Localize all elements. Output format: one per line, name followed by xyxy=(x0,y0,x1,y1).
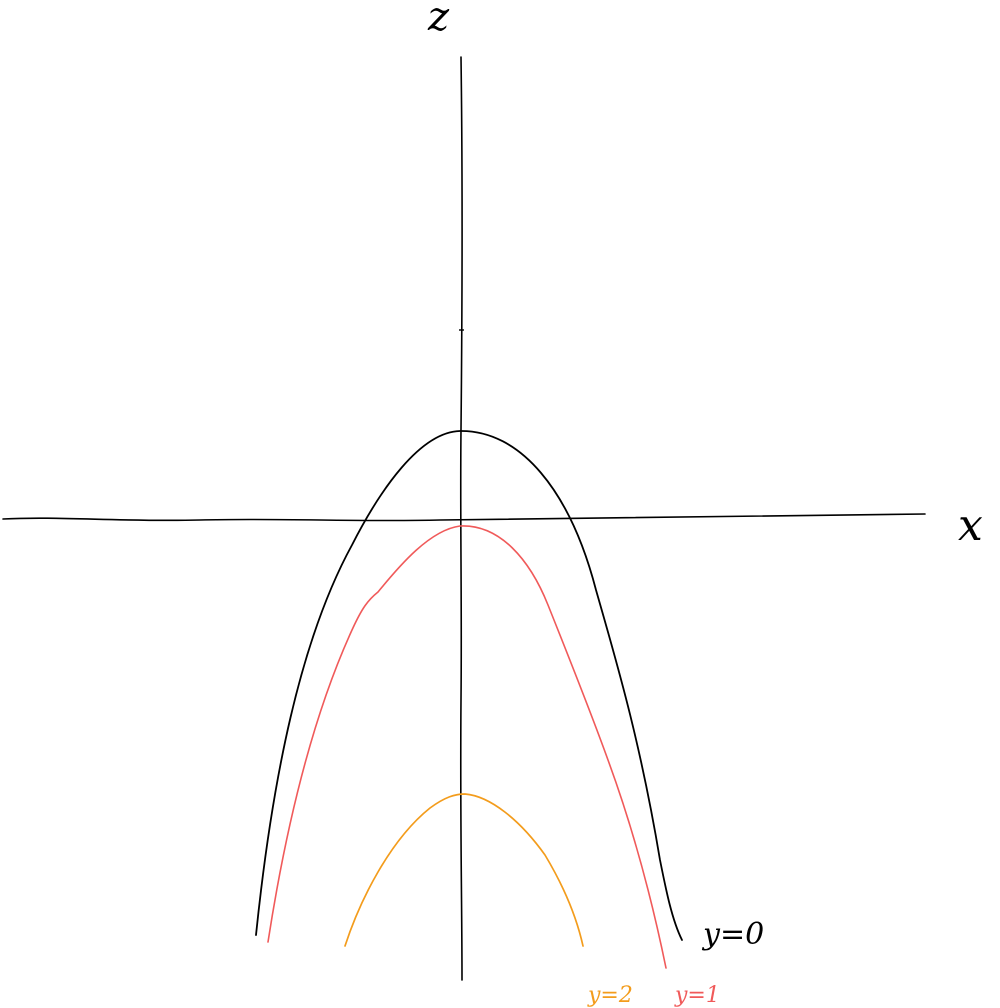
x-axis-line xyxy=(2,513,926,522)
curve-y1 xyxy=(267,525,667,969)
curve-y2 xyxy=(344,793,584,947)
curve-label-y0: y=0 xyxy=(701,917,764,952)
curve-y0 xyxy=(255,430,683,941)
z-axis-line xyxy=(459,56,463,981)
z-axis-label: z xyxy=(427,0,450,40)
curve-label-y1: y=1 xyxy=(674,983,720,1008)
x-axis-label: x xyxy=(958,500,983,551)
curve-label-y2: y=2 xyxy=(587,983,633,1008)
